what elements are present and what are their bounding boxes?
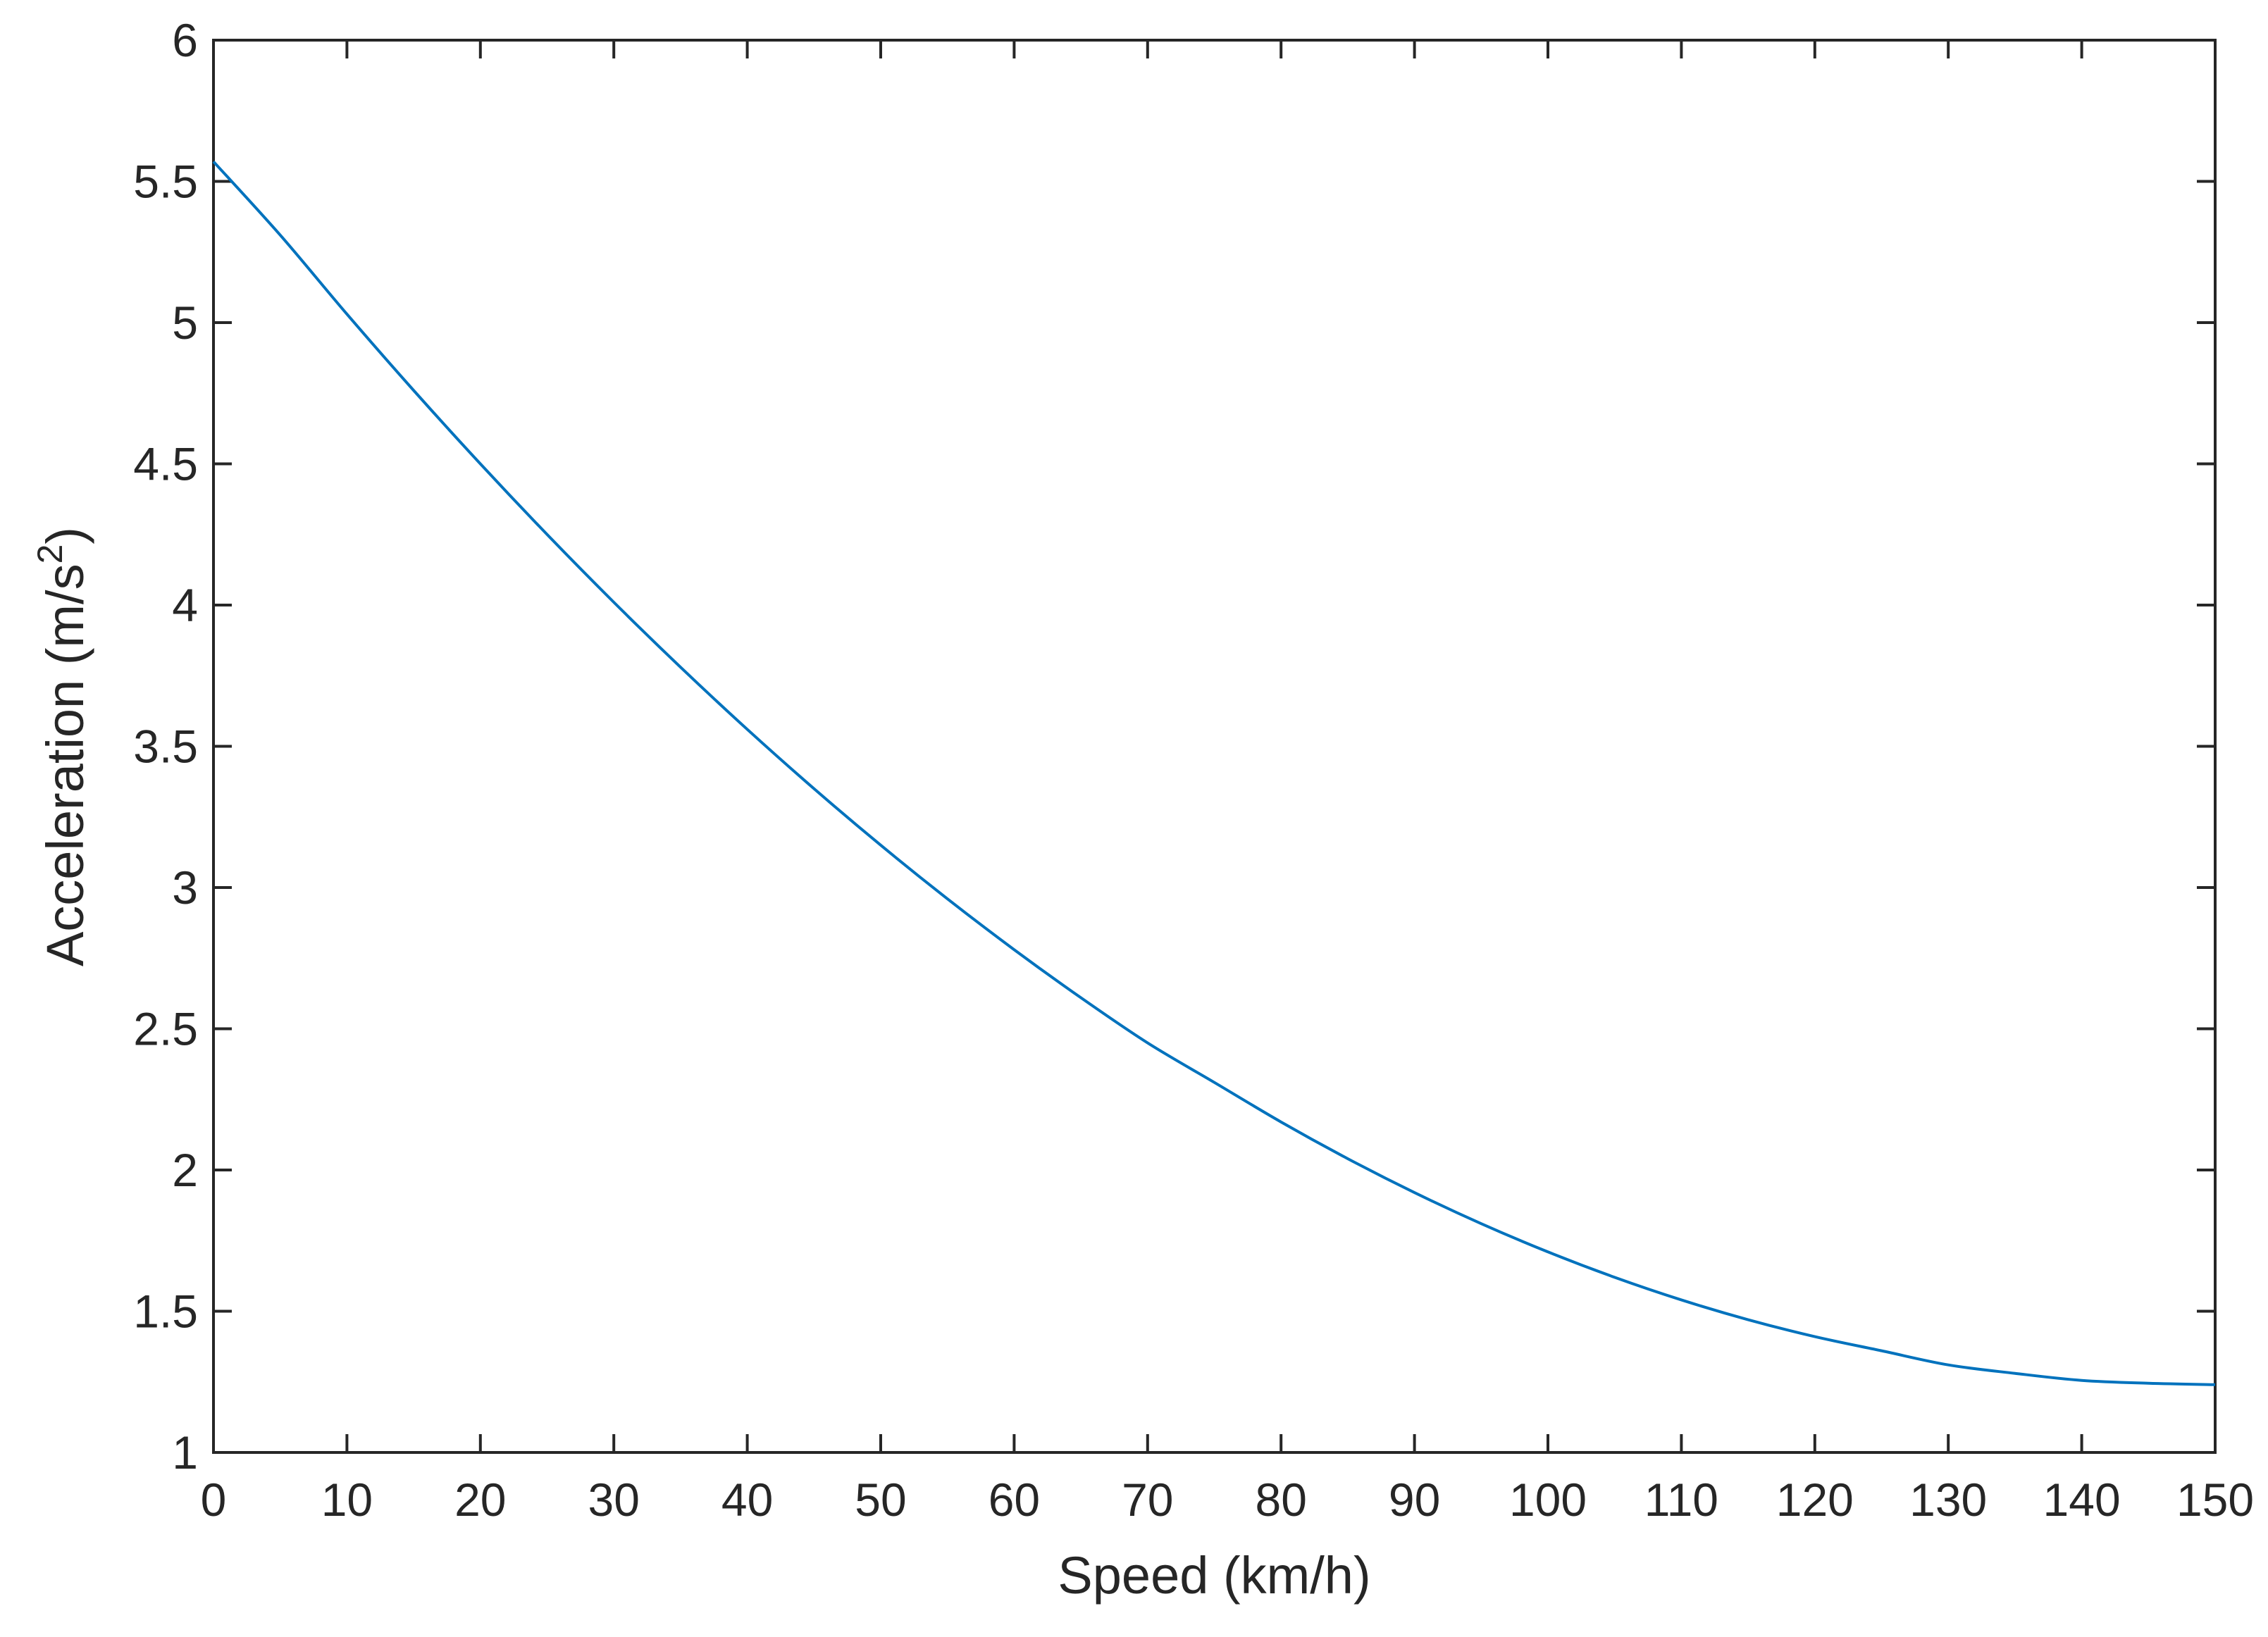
x-tick-label: 100	[1509, 1474, 1587, 1526]
y-tick-label: 2	[172, 1144, 198, 1196]
y-axis-label: Acceleration (m/s2)	[30, 527, 94, 966]
y-tick-label: 6	[172, 14, 198, 66]
x-tick-label: 10	[321, 1474, 373, 1526]
y-tick-label: 3.5	[133, 721, 198, 773]
x-tick-label: 120	[1776, 1474, 1854, 1526]
x-tick-label: 140	[2043, 1474, 2121, 1526]
x-tick-label: 60	[989, 1474, 1040, 1526]
y-axis-label-suffix: )	[36, 527, 94, 544]
y-tick-label: 5.5	[133, 156, 198, 208]
x-tick-label: 80	[1255, 1474, 1306, 1526]
y-tick-label: 4.5	[133, 438, 198, 490]
y-tick-label: 1	[172, 1426, 198, 1479]
x-tick-label: 50	[855, 1474, 906, 1526]
y-tick-label: 2.5	[133, 1003, 198, 1055]
y-tick-label: 1.5	[133, 1286, 198, 1338]
y-axis-label-superscript: 2	[30, 544, 70, 564]
plot-area: 0 10 20 30 40 50 60 70 80 90 100 110 120 130 140 150 1 1.…	[133, 14, 2254, 1526]
x-tick-label: 70	[1122, 1474, 1173, 1526]
plot-frame	[212, 39, 2217, 1454]
y-tick-label: 3	[172, 861, 198, 914]
x-tick-label: 40	[721, 1474, 773, 1526]
x-axis-label: Speed (km/h)	[1058, 1546, 1370, 1605]
y-axis-label-prefix: Acceleration (m/s	[36, 564, 94, 966]
x-tick-label: 90	[1389, 1474, 1440, 1526]
x-tick-label: 130	[1909, 1474, 1987, 1526]
x-tick-label: 150	[2176, 1474, 2254, 1526]
y-tick-label: 5	[172, 297, 198, 349]
x-tick-label: 110	[1644, 1474, 1718, 1526]
x-tick-label: 0	[201, 1474, 227, 1526]
x-tick-label: 20	[454, 1474, 506, 1526]
x-tick-label: 30	[588, 1474, 639, 1526]
y-tick-label: 4	[172, 579, 198, 631]
series-line	[212, 161, 2216, 1386]
